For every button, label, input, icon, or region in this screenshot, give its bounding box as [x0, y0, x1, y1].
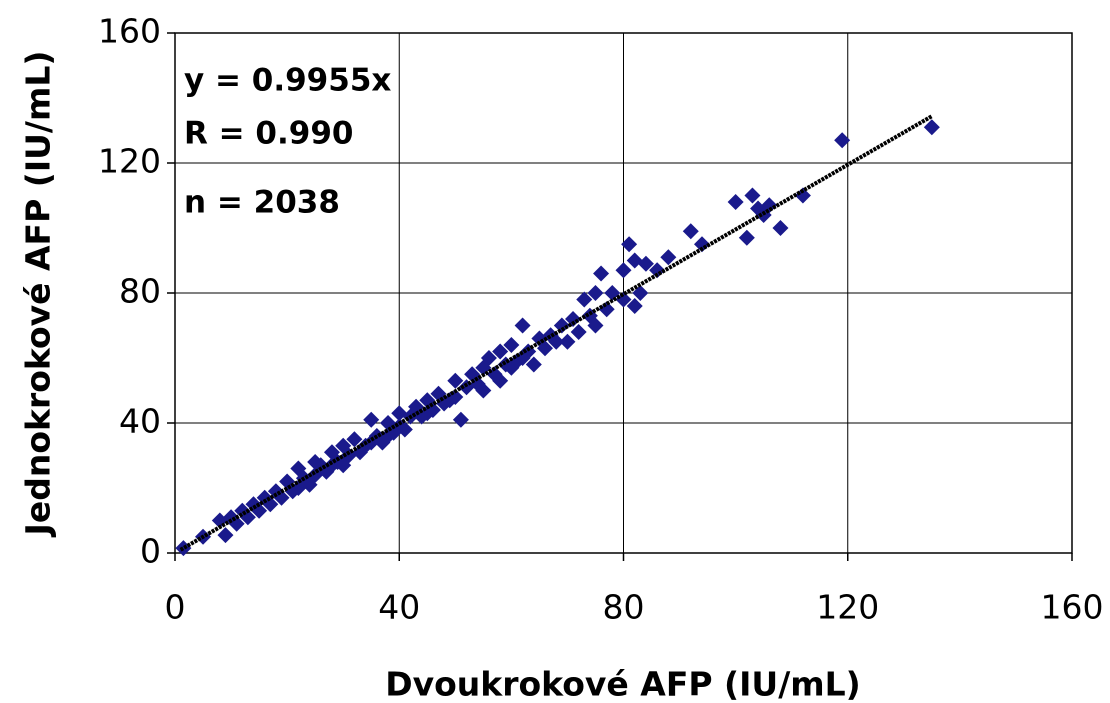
y-tick-label: 40 — [119, 402, 161, 441]
point — [452, 411, 469, 428]
point — [593, 265, 610, 282]
point — [834, 132, 851, 149]
trendline — [179, 114, 933, 552]
point — [514, 317, 531, 334]
annotation: y = 0.9955x — [184, 63, 391, 99]
point — [626, 298, 643, 314]
x-tick-label: 80 — [603, 588, 645, 627]
point — [615, 262, 632, 279]
point — [637, 255, 654, 272]
plot-frame — [174, 32, 1073, 554]
point — [570, 324, 587, 340]
y-tick-label: 80 — [119, 272, 161, 311]
point — [537, 340, 554, 357]
point — [525, 356, 542, 373]
point — [559, 333, 576, 350]
annotation: R = 0.990 — [184, 116, 354, 152]
y-tick-label: 120 — [98, 142, 161, 181]
point — [346, 431, 363, 448]
point — [480, 350, 497, 366]
point — [447, 372, 464, 389]
point — [576, 291, 593, 308]
point — [744, 187, 761, 204]
point — [492, 343, 509, 360]
point — [621, 236, 638, 253]
point — [503, 337, 520, 353]
point — [598, 301, 615, 318]
annotation: n = 2038 — [184, 185, 340, 221]
point — [273, 489, 290, 506]
point — [682, 223, 699, 240]
x-axis-title: Dvoukrokové AFP (IU/mL) — [385, 665, 861, 703]
point — [475, 382, 492, 399]
point — [660, 249, 677, 266]
y-tick-label: 0 — [140, 532, 161, 571]
point — [615, 291, 632, 308]
point — [587, 285, 604, 301]
y-axis-title: Jednokrokové AFP (IU/mL) — [19, 51, 58, 538]
point — [738, 229, 755, 246]
x-tick-label: 0 — [165, 588, 186, 627]
point — [923, 119, 940, 136]
point — [587, 317, 604, 334]
point — [396, 421, 413, 438]
point — [772, 220, 789, 236]
x-tick-label: 160 — [1041, 588, 1104, 627]
x-tick-label: 120 — [816, 588, 879, 627]
point — [492, 372, 509, 389]
point — [761, 197, 778, 214]
point — [604, 285, 621, 301]
point — [217, 527, 234, 544]
y-tick-label: 160 — [98, 12, 161, 51]
point — [548, 333, 565, 350]
point — [363, 411, 380, 428]
point — [727, 194, 744, 210]
point — [553, 317, 570, 334]
x-tick-label: 40 — [378, 588, 420, 627]
